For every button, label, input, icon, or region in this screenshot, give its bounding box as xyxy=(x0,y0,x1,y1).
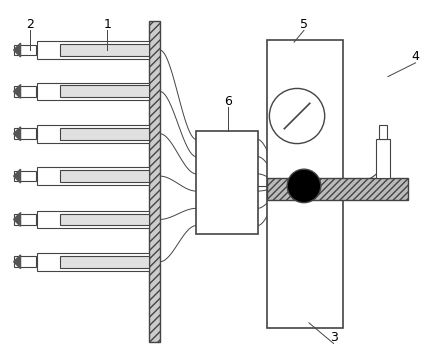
Bar xyxy=(196,131,257,234)
Text: 5: 5 xyxy=(300,18,308,31)
Bar xyxy=(268,40,343,328)
Text: 1: 1 xyxy=(104,18,111,31)
Bar xyxy=(60,170,149,182)
Bar xyxy=(268,178,408,200)
Bar xyxy=(14,256,36,267)
Polygon shape xyxy=(14,255,20,269)
Bar xyxy=(37,253,149,270)
Bar xyxy=(60,128,149,140)
Bar xyxy=(60,44,149,56)
Bar xyxy=(376,139,390,178)
Text: 6: 6 xyxy=(224,95,232,108)
Bar xyxy=(60,213,149,225)
Bar xyxy=(14,129,36,139)
Bar xyxy=(149,20,160,343)
Bar xyxy=(37,82,149,100)
Circle shape xyxy=(287,169,321,203)
Text: 3: 3 xyxy=(330,331,338,344)
Circle shape xyxy=(269,89,325,144)
Bar xyxy=(379,125,387,139)
Polygon shape xyxy=(14,127,20,140)
Bar xyxy=(37,211,149,228)
Text: 4: 4 xyxy=(412,50,420,64)
Bar xyxy=(14,45,36,56)
Bar xyxy=(37,41,149,59)
Polygon shape xyxy=(14,212,20,226)
Bar xyxy=(14,214,36,225)
Polygon shape xyxy=(14,43,20,57)
Polygon shape xyxy=(14,169,20,183)
Bar xyxy=(60,86,149,97)
Text: 2: 2 xyxy=(27,18,35,31)
Bar xyxy=(14,171,36,182)
Bar xyxy=(37,167,149,185)
Bar xyxy=(60,256,149,268)
Bar xyxy=(37,125,149,143)
Polygon shape xyxy=(14,85,20,98)
Bar xyxy=(14,86,36,97)
